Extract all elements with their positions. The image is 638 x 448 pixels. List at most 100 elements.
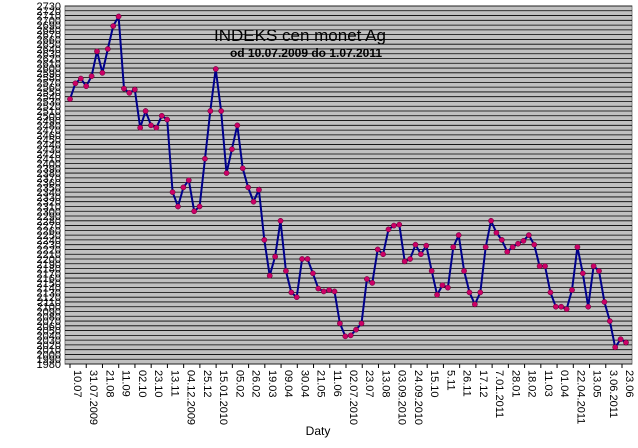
gridlines [65,5,632,365]
y-tick-label: 2570 [37,77,61,89]
y-tick-label: 2110 [37,297,61,309]
data-point [579,270,586,277]
data-point [77,75,84,82]
data-point [547,289,554,296]
y-tick-label: 2360 [37,178,61,190]
data-point [623,339,629,346]
x-tick-label: 30.04 [298,370,310,398]
data-point [202,155,208,162]
x-tick-label: 13.11 [168,370,180,397]
y-tick-label: 2500 [37,111,61,123]
chart-subtitle: od 10.07.2009 do 1.07.2011 [230,46,382,60]
data-point [466,289,473,296]
data-point [153,124,160,131]
data-point [391,222,397,229]
y-tick-label: 2290 [37,211,61,223]
data-point [520,237,527,244]
x-tick-label: 17.12 [477,370,489,398]
y-tick-label: 2440 [37,139,61,151]
data-point [455,232,462,238]
x-tick-label: 26.02 [250,370,262,398]
data-point [477,289,484,296]
data-point [223,170,230,176]
data-point [423,242,430,249]
data-point [277,217,284,224]
y-tick-label: 2250 [37,230,61,242]
data-point [493,229,500,236]
x-tick-label: 3.06.2011 [607,370,619,418]
y-tick-label: 2320 [37,197,61,209]
data-point [320,288,327,295]
data-point [137,124,144,131]
x-tick-label: 23.06 [623,370,635,398]
data-point [531,241,538,248]
data-point [315,285,322,292]
y-tick-label: 2160 [37,273,61,285]
x-axis-label: Daty [306,424,331,438]
x-tick-label: 01.04 [558,370,570,398]
data-point [504,248,511,255]
y-tick-label: 2430 [37,144,61,156]
data-point [369,280,376,286]
x-tick-label: 24.09.2010 [412,370,424,425]
data-point [169,189,176,196]
data-point [293,294,300,301]
x-axis-ticks: 10.07 31.07.2009 21.08 11.09 02.10 23.10 13.11… [69,364,635,425]
x-tick-label: 11.09 [120,370,132,397]
y-tick-label: 2350 [37,182,61,194]
data-point [337,320,343,327]
y-tick-label: 2260 [37,225,61,237]
x-tick-label: 23.07 [363,370,375,398]
y-tick-label: 2400 [37,159,61,171]
y-tick-label: 2720 [37,6,61,18]
data-point [439,282,446,289]
data-point [596,268,602,274]
data-point [288,289,295,296]
data-point [266,272,273,279]
y-tick-label: 2170 [37,268,61,280]
x-tick-label: 02.10 [136,370,148,398]
y-tick-label: 2510 [37,106,61,118]
y-tick-label: 2670 [37,30,61,42]
y-tick-label: 2130 [37,287,61,299]
data-point [94,48,100,55]
data-point [245,184,251,191]
x-tick-label: 13.08 [379,370,391,398]
y-tick-label: 2150 [37,278,61,290]
data-point [342,333,349,340]
y-tick-label: 2310 [37,201,61,213]
x-tick-label: 18.02 [526,370,538,398]
data-point [558,303,565,310]
data-point [612,344,619,351]
data-point [617,336,624,343]
y-tick-label: 2480 [37,120,61,132]
data-point [347,332,354,339]
x-tick-label: 28.01 [509,370,521,398]
x-tick-label: 21.08 [103,370,115,398]
y-tick-label: 2390 [37,163,61,175]
data-point [212,66,219,72]
data-point [552,303,559,310]
data-point [299,256,305,262]
data-point [196,203,203,210]
x-tick-label: 23.10 [152,370,164,398]
data-point [601,299,608,305]
plot-background [64,5,633,365]
data-point [364,276,370,282]
y-tick-label: 2560 [37,82,61,94]
data-point [385,226,392,233]
y-tick-label: 2060 [37,321,61,333]
data-point [509,244,516,250]
x-tick-label: 21.05 [315,370,327,398]
series-markers [67,13,629,351]
y-tick-label: 2420 [37,149,61,161]
data-point [461,268,467,274]
x-tick-label: 11.06 [331,370,343,397]
x-tick-label: 15.10 [428,370,440,398]
data-point [418,251,424,258]
y-tick-label: 2630 [37,49,61,61]
x-tick-label: 26.11 [461,370,473,397]
data-point [256,186,262,193]
data-point [99,69,106,76]
